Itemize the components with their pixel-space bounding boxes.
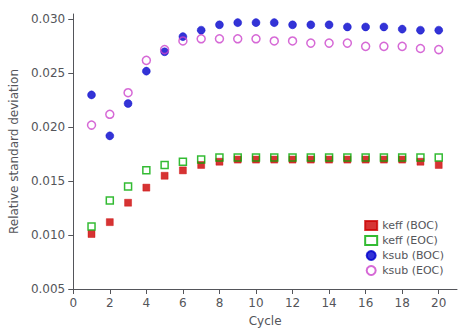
svg-text:16: 16 (358, 296, 373, 310)
svg-text:4: 4 (143, 296, 151, 310)
svg-text:keff (EOC): keff (EOC) (382, 234, 438, 247)
svg-text:12: 12 (285, 296, 300, 310)
svg-text:0.005: 0.005 (31, 282, 65, 296)
svg-text:6: 6 (179, 296, 187, 310)
svg-text:20: 20 (431, 296, 446, 310)
svg-text:keff (BOC): keff (BOC) (382, 219, 438, 232)
svg-text:0: 0 (69, 296, 77, 310)
svg-text:0.010: 0.010 (31, 228, 65, 242)
svg-text:0.030: 0.030 (31, 12, 65, 26)
svg-text:2: 2 (106, 296, 114, 310)
svg-text:14: 14 (321, 296, 336, 310)
svg-text:0.015: 0.015 (31, 174, 65, 188)
svg-text:ksub (BOC): ksub (BOC) (382, 249, 444, 262)
svg-text:10: 10 (248, 296, 263, 310)
svg-text:18: 18 (395, 296, 410, 310)
svg-text:Relative standard deviation: Relative standard deviation (7, 69, 21, 234)
svg-text:8: 8 (216, 296, 224, 310)
svg-text:0.025: 0.025 (31, 66, 65, 80)
svg-text:Cycle: Cycle (249, 314, 282, 328)
svg-text:ksub (EOC): ksub (EOC) (382, 264, 443, 277)
svg-text:0.020: 0.020 (31, 120, 65, 134)
